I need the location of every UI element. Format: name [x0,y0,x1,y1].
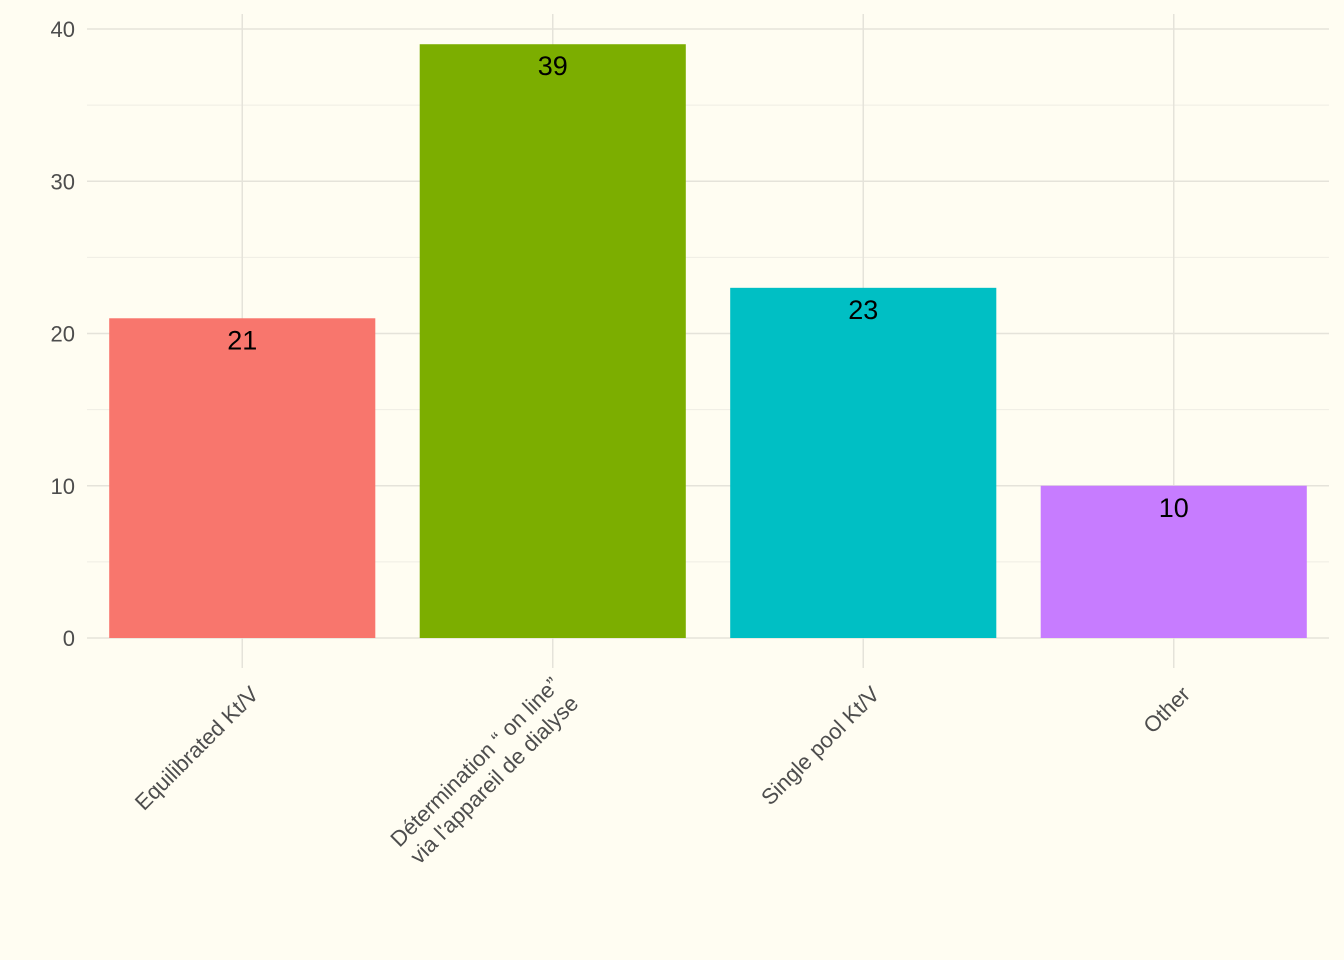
bar [730,287,997,638]
bar [1040,485,1307,638]
x-tick-label: Détermination “ on line”via l'appareil d… [385,672,583,870]
data-label: 21 [227,325,257,355]
y-tick-label: 40 [51,17,75,42]
x-tick-label-line: Equilibrated Kt/V [130,681,264,815]
data-label: 39 [538,51,568,81]
x-tick-label-line: Détermination “ on line” [385,672,564,851]
y-tick-label: 10 [51,474,75,499]
y-tick-label: 0 [63,626,75,651]
x-tick-label: Other [1138,682,1195,739]
x-tick-label: Single pool Kt/V [756,681,885,810]
x-tick-label-line: Single pool Kt/V [756,681,885,810]
y-tick-label: 20 [51,322,75,347]
x-tick-label: Equilibrated Kt/V [130,681,264,815]
bar [109,318,376,638]
data-label: 10 [1159,493,1189,523]
data-label: 23 [848,295,878,325]
x-tick-label-line: via l'appareil de dialyse [405,691,583,869]
bar [419,44,686,639]
x-tick-label-line: Other [1138,682,1195,739]
y-tick-label: 30 [51,169,75,194]
